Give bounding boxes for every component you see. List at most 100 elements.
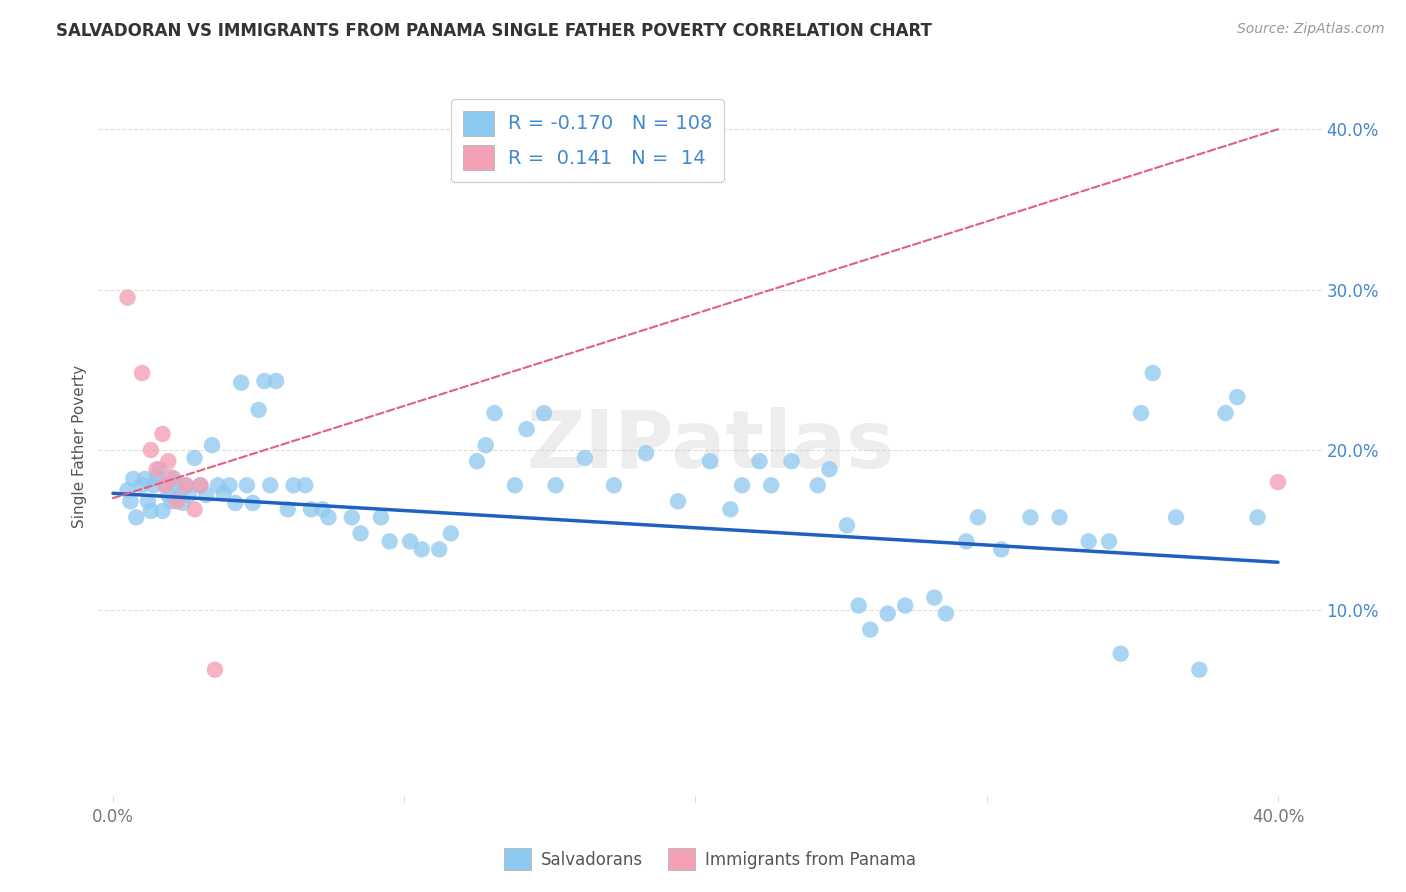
Point bbox=[224, 496, 246, 510]
Point bbox=[503, 478, 526, 492]
Text: SALVADORAN VS IMMIGRANTS FROM PANAMA SINGLE FATHER POVERTY CORRELATION CHART: SALVADORAN VS IMMIGRANTS FROM PANAMA SIN… bbox=[56, 22, 932, 40]
Point bbox=[236, 478, 259, 492]
Point bbox=[544, 478, 567, 492]
Point bbox=[465, 454, 488, 468]
Point bbox=[195, 488, 218, 502]
Point bbox=[131, 366, 153, 380]
Point bbox=[125, 510, 148, 524]
Point bbox=[1188, 663, 1211, 677]
Point bbox=[515, 422, 537, 436]
Point bbox=[294, 478, 316, 492]
Point bbox=[935, 607, 957, 621]
Point bbox=[120, 494, 142, 508]
Point bbox=[399, 534, 422, 549]
Point bbox=[1226, 390, 1249, 404]
Point bbox=[1049, 510, 1071, 524]
Point bbox=[142, 478, 165, 492]
Point bbox=[152, 427, 174, 442]
Point bbox=[174, 478, 197, 492]
Point bbox=[990, 542, 1012, 557]
Point bbox=[349, 526, 371, 541]
Point bbox=[117, 483, 139, 497]
Point bbox=[174, 478, 197, 492]
Point bbox=[967, 510, 990, 524]
Point bbox=[157, 454, 180, 468]
Point bbox=[1077, 534, 1099, 549]
Point bbox=[163, 472, 186, 486]
Point bbox=[157, 488, 180, 502]
Point bbox=[1098, 534, 1121, 549]
Point bbox=[1267, 475, 1289, 489]
Y-axis label: Single Father Poverty: Single Father Poverty bbox=[72, 365, 87, 527]
Point bbox=[152, 504, 174, 518]
Point bbox=[247, 403, 270, 417]
Point bbox=[253, 374, 276, 388]
Point bbox=[835, 518, 858, 533]
Point bbox=[277, 502, 299, 516]
Point bbox=[1019, 510, 1042, 524]
Point bbox=[848, 599, 870, 613]
Point bbox=[212, 486, 235, 500]
Point bbox=[242, 496, 264, 510]
Point bbox=[183, 450, 205, 465]
Point bbox=[955, 534, 977, 549]
Point bbox=[1246, 510, 1268, 524]
Point bbox=[748, 454, 770, 468]
Point bbox=[894, 599, 917, 613]
Point bbox=[411, 542, 433, 557]
Point bbox=[718, 502, 742, 516]
Point bbox=[204, 663, 226, 677]
Point bbox=[259, 478, 281, 492]
Point bbox=[761, 478, 783, 492]
Text: Source: ZipAtlas.com: Source: ZipAtlas.com bbox=[1237, 22, 1385, 37]
Point bbox=[299, 502, 322, 516]
Point bbox=[1109, 647, 1132, 661]
Point bbox=[731, 478, 754, 492]
Point bbox=[149, 462, 172, 476]
Point bbox=[145, 462, 167, 476]
Point bbox=[634, 446, 657, 460]
Point bbox=[145, 470, 167, 484]
Point bbox=[172, 496, 194, 510]
Point bbox=[818, 462, 841, 476]
Point bbox=[131, 478, 153, 492]
Point bbox=[183, 502, 205, 516]
Point bbox=[378, 534, 401, 549]
Point bbox=[1130, 406, 1153, 420]
Point bbox=[699, 454, 721, 468]
Point bbox=[311, 502, 335, 516]
Point bbox=[427, 542, 450, 557]
Point bbox=[440, 526, 463, 541]
Point bbox=[370, 510, 392, 524]
Point bbox=[177, 488, 200, 502]
Point bbox=[188, 478, 212, 492]
Point bbox=[484, 406, 506, 420]
Point bbox=[475, 438, 498, 452]
Point bbox=[340, 510, 363, 524]
Point bbox=[780, 454, 803, 468]
Point bbox=[533, 406, 555, 420]
Point bbox=[122, 472, 145, 486]
Point bbox=[1164, 510, 1187, 524]
Point bbox=[1142, 366, 1164, 380]
Point bbox=[283, 478, 305, 492]
Point bbox=[117, 291, 139, 305]
Point bbox=[603, 478, 626, 492]
Point bbox=[207, 478, 229, 492]
Point bbox=[922, 591, 945, 605]
Point bbox=[1215, 406, 1237, 420]
Point bbox=[318, 510, 340, 524]
Point bbox=[859, 623, 882, 637]
Point bbox=[134, 472, 156, 486]
Point bbox=[166, 478, 188, 492]
Point bbox=[218, 478, 240, 492]
Point bbox=[666, 494, 689, 508]
Point bbox=[231, 376, 253, 390]
Legend: Salvadorans, Immigrants from Panama: Salvadorans, Immigrants from Panama bbox=[498, 842, 922, 877]
Point bbox=[574, 450, 596, 465]
Point bbox=[807, 478, 830, 492]
Point bbox=[169, 488, 191, 502]
Point bbox=[139, 442, 162, 457]
Point bbox=[160, 470, 183, 484]
Point bbox=[188, 478, 212, 492]
